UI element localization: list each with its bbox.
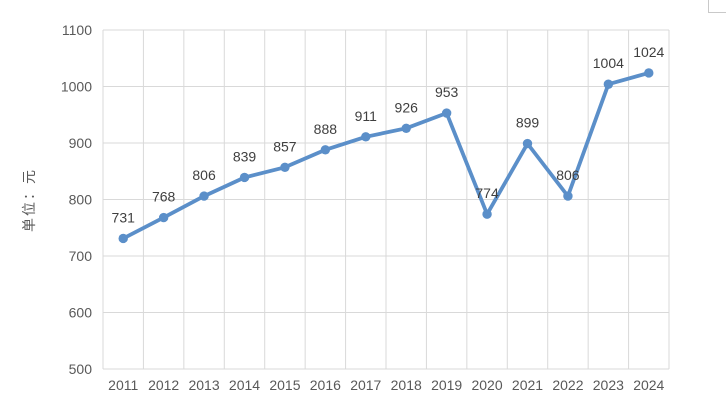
data-point-marker	[644, 68, 654, 78]
data-point-marker	[603, 79, 614, 89]
axis-tick-labels: 500 600 700 800 900 1000 1100 2011 2012 2013 2014 2…	[61, 22, 665, 393]
x-tick-label: 2012	[148, 377, 179, 393]
x-tick-label: 2024	[633, 377, 664, 393]
x-tick-label: 2011	[108, 377, 138, 393]
y-tick-label: 900	[69, 135, 93, 151]
x-tick-label: 2021	[512, 377, 543, 393]
data-point-label: 911	[355, 108, 378, 124]
x-tick-label: 2015	[269, 377, 300, 393]
y-axis-title: 单位：元	[21, 168, 37, 232]
data-point-marker	[199, 191, 209, 201]
x-tick-label: 2013	[188, 377, 219, 393]
x-tick-label: 2020	[471, 377, 502, 393]
data-point-marker	[280, 162, 290, 172]
data-point-marker	[158, 212, 169, 223]
data-point-label: 731	[112, 209, 136, 225]
data-point-label: 806	[192, 167, 216, 183]
x-tick-label: 2022	[552, 377, 583, 393]
series-line	[121, 71, 651, 241]
data-point-label: 953	[435, 84, 459, 100]
gridlines	[102, 29, 670, 370]
x-tick-label: 2018	[391, 377, 422, 393]
data-point-label: 926	[395, 99, 419, 115]
x-tick-label: 2017	[350, 377, 381, 393]
data-point-label: 888	[314, 121, 338, 137]
data-point-marker	[482, 209, 492, 219]
y-tick-label: 800	[69, 192, 93, 208]
data-point-label: 839	[233, 148, 257, 164]
data-point-marker	[239, 172, 250, 183]
data-point-label: 857	[273, 138, 297, 154]
data-point-marker	[522, 138, 533, 149]
cropped-corner-line	[708, 0, 726, 13]
data-point-label: 774	[475, 185, 499, 201]
data-point-label: 768	[152, 189, 176, 205]
data-labels: 731 768 806 839 857 888 911 926 953 774 899 806 1004…	[112, 44, 665, 226]
x-tick-label: 2023	[593, 377, 624, 393]
data-point-marker	[401, 123, 411, 134]
data-point-label: 1024	[633, 44, 664, 60]
y-tick-label: 1000	[61, 79, 92, 95]
data-point-label: 899	[516, 115, 540, 131]
cropped-element-corner	[708, 0, 726, 13]
x-tick-label: 2014	[229, 377, 260, 393]
data-point-marker	[441, 108, 452, 118]
y-tick-label: 600	[69, 305, 93, 321]
data-point-marker	[118, 233, 128, 244]
data-point-label: 806	[556, 167, 580, 183]
y-tick-label: 700	[69, 248, 93, 264]
data-point-marker	[361, 132, 371, 142]
data-point-label: 1004	[593, 55, 624, 71]
y-tick-label: 1100	[62, 22, 92, 38]
data-point-marker	[320, 145, 331, 155]
data-point-marker	[563, 191, 573, 201]
x-tick-label: 2016	[310, 377, 341, 393]
x-tick-label: 2019	[431, 377, 462, 393]
y-tick-label: 500	[69, 361, 93, 377]
data-series	[118, 68, 654, 244]
